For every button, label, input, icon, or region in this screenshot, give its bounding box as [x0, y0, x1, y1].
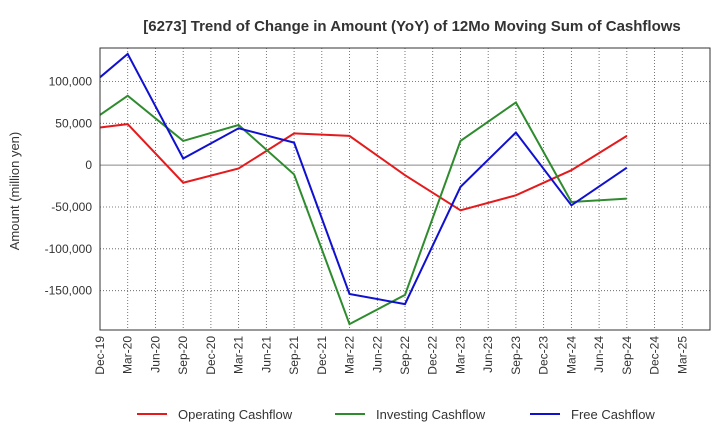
- y-tick-label: -100,000: [45, 242, 93, 256]
- x-tick-labels: Dec-19 Mar-20 Jun-20 Sep-20 Dec-20 Mar-21 Jun-…: [93, 336, 689, 375]
- x-tick-label: Jun-20: [148, 336, 162, 373]
- y-tick-label: -50,000: [51, 200, 92, 214]
- y-tick-label: -150,000: [45, 284, 93, 298]
- x-tick-label: Sep-21: [287, 336, 301, 375]
- x-tick-label: Dec-19: [93, 336, 107, 375]
- series-line-operating-cashflow: [99, 123, 628, 212]
- x-tick-label: Jun-24: [592, 336, 606, 373]
- x-tick-label: Dec-24: [648, 336, 662, 375]
- legend-label-free-cashflow: Free Cashflow: [571, 407, 655, 422]
- x-tick-label: Mar-23: [453, 336, 467, 374]
- y-tick-label: 0: [85, 158, 92, 172]
- x-tick-label: Mar-24: [564, 336, 578, 374]
- series-line-free-cashflow: [99, 52, 628, 306]
- x-tick-label: Sep-20: [176, 336, 190, 375]
- y-tick-label: 100,000: [49, 74, 93, 88]
- x-tick-label: Mar-21: [232, 336, 246, 374]
- x-tick-label: Mar-22: [343, 336, 357, 374]
- legend-label-investing-cashflow: Investing Cashflow: [376, 407, 486, 422]
- x-tick-label: Sep-23: [509, 336, 523, 375]
- x-tick-label: Mar-20: [121, 336, 135, 374]
- legend-label-operating-cashflow: Operating Cashflow: [178, 407, 293, 422]
- legend: Operating Cashflow Investing Cashflow Free…: [137, 407, 655, 422]
- x-tick-label: Dec-20: [204, 336, 218, 375]
- x-tick-label: Jun-23: [481, 336, 495, 373]
- y-tick-labels: 100,000 50,000 0 -50,000 -100,000 -150,000: [45, 74, 93, 297]
- x-tick-label: Jun-22: [370, 336, 384, 373]
- x-tick-label: Sep-24: [620, 336, 634, 375]
- x-tick-label: Mar-25: [675, 336, 689, 374]
- x-tick-label: Dec-22: [426, 336, 440, 375]
- plot-frame: [99, 47, 711, 331]
- y-tick-label: 50,000: [55, 116, 92, 130]
- x-tick-label: Sep-22: [398, 336, 412, 375]
- x-tick-label: Jun-21: [259, 336, 273, 373]
- y-axis-label: Amount (million yen): [7, 132, 22, 251]
- x-tick-label: Dec-23: [537, 336, 551, 375]
- chart-title: [6273] Trend of Change in Amount (YoY) o…: [143, 18, 681, 35]
- series-line-investing-cashflow: [99, 94, 627, 326]
- series-lines: [99, 52, 628, 326]
- x-tick-label: Dec-21: [315, 336, 329, 375]
